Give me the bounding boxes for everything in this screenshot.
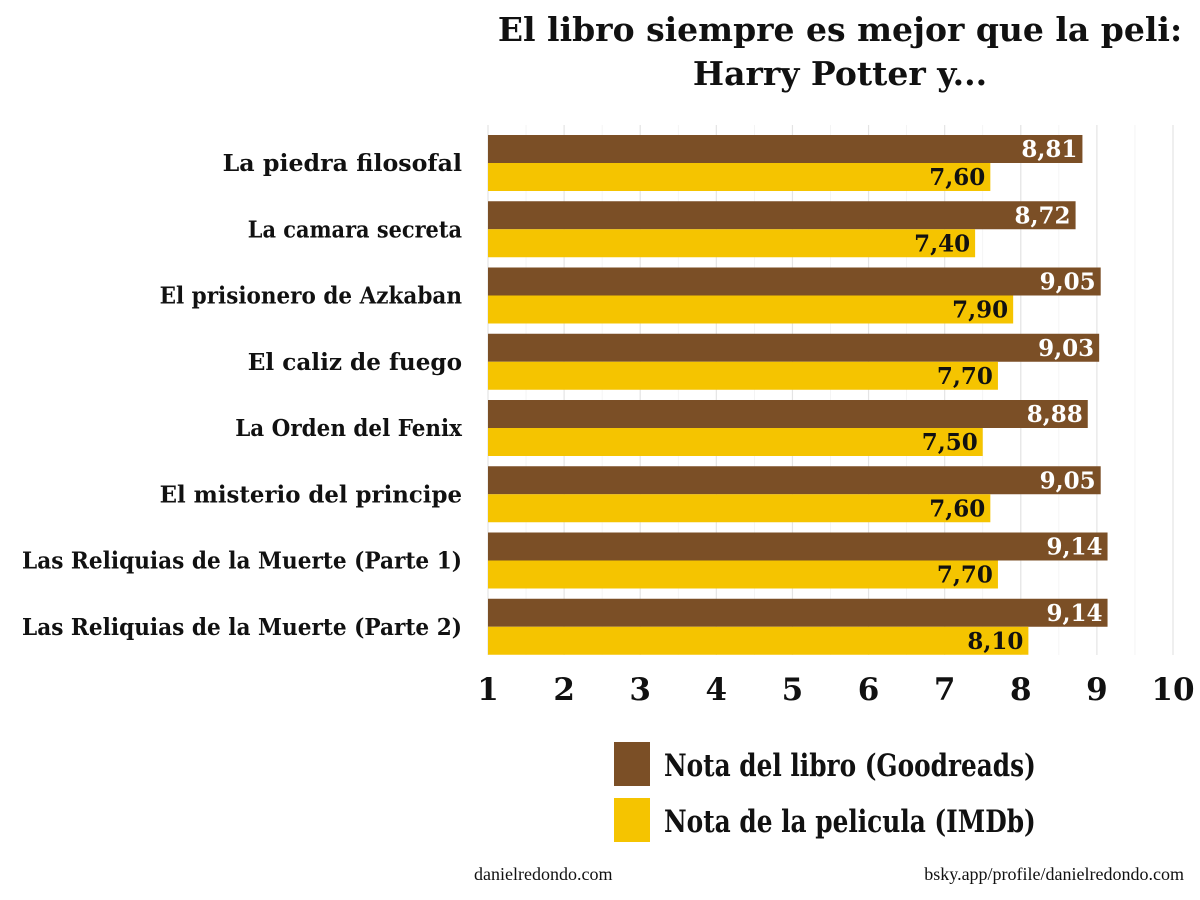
bar-book-5 [488, 400, 1088, 428]
data-label-movie-3: 7,90 [952, 297, 1008, 324]
data-label-book-7: 9,14 [1047, 534, 1103, 561]
x-tick-label: 10 [1151, 672, 1194, 708]
bar-movie-6 [488, 494, 991, 523]
bar-book-8 [488, 598, 1108, 627]
category-labels: La piedra filosofal La camara secreta El p… [22, 150, 462, 641]
bar-movie-3 [488, 295, 1014, 324]
data-label-book-4: 9,03 [1038, 335, 1094, 362]
x-tick-label: 1 [477, 672, 499, 708]
category-label-3: El prisionero de Azkaban [160, 283, 463, 310]
bar-movie-4 [488, 361, 998, 390]
category-label-1: La piedra filosofal [223, 150, 463, 177]
bar-book-6 [488, 466, 1101, 495]
bar-movie-1 [488, 163, 991, 191]
bar-movie-7 [488, 560, 998, 589]
bar-book-2 [488, 201, 1076, 230]
data-label-book-5: 8,88 [1027, 401, 1083, 428]
data-label-movie-4: 7,70 [937, 363, 993, 390]
x-tick-label: 4 [706, 672, 728, 708]
legend-swatch-book [614, 742, 650, 786]
x-axis-ticks: 1 2 3 4 5 6 7 8 9 10 [477, 672, 1194, 708]
category-label-4: El caliz de fuego [248, 349, 462, 376]
bar-book-4 [488, 333, 1100, 362]
legend-label-movie: Nota de la pelicula (IMDb) [664, 804, 1036, 840]
data-label-movie-5: 7,50 [922, 429, 978, 456]
x-tick-label: 8 [1010, 672, 1032, 708]
data-labels: 8,81 7,60 8,72 7,40 9,05 7,90 9,03 7,70 8,88 7,50… [914, 136, 1102, 655]
data-label-book-3: 9,05 [1040, 269, 1096, 296]
data-label-book-2: 8,72 [1015, 202, 1071, 229]
chart-title-line-2: Harry Potter y... [692, 54, 988, 93]
data-label-movie-7: 7,70 [937, 562, 993, 589]
x-tick-label: 6 [858, 672, 880, 708]
data-label-book-8: 9,14 [1047, 600, 1103, 627]
category-label-8: Las Reliquias de la Muerte (Parte 2) [22, 614, 462, 641]
bar-movie-8 [488, 626, 1029, 655]
chart-title: El libro siempre es mejor que la peli: H… [480, 8, 1200, 96]
data-label-movie-1: 7,60 [929, 164, 985, 191]
bars [488, 135, 1108, 655]
data-label-book-6: 9,05 [1040, 467, 1096, 494]
bar-book-3 [488, 267, 1101, 296]
bar-movie-2 [488, 229, 976, 258]
x-tick-label: 7 [934, 672, 956, 708]
x-tick-label: 2 [553, 672, 575, 708]
data-label-movie-2: 7,40 [914, 230, 970, 257]
legend-label-book: Nota del libro (Goodreads) [664, 748, 1036, 784]
legend-swatch-movie [614, 798, 650, 842]
bar-movie-5 [488, 428, 983, 456]
data-label-movie-8: 8,10 [967, 628, 1023, 655]
category-label-2: La camara secreta [248, 216, 462, 243]
category-label-5: La Orden del Fenix [235, 415, 462, 442]
x-tick-label: 5 [782, 672, 804, 708]
data-label-movie-6: 7,60 [929, 495, 985, 522]
legend: Nota del libro (Goodreads) Nota de la pel… [614, 742, 1036, 842]
category-label-7: Las Reliquias de la Muerte (Parte 1) [22, 548, 462, 575]
category-label-6: El misterio del principe [160, 481, 462, 508]
footer-website: danielredondo.com [474, 864, 613, 884]
bar-book-7 [488, 532, 1108, 561]
chart-title-line-1: El libro siempre es mejor que la peli: [497, 10, 1183, 49]
x-tick-label: 3 [629, 672, 651, 708]
bar-book-1 [488, 135, 1083, 163]
data-label-book-1: 8,81 [1021, 136, 1077, 163]
footer-social-profile: bsky.app/profile/danielredondo.com [924, 864, 1184, 884]
x-tick-label: 9 [1086, 672, 1108, 708]
